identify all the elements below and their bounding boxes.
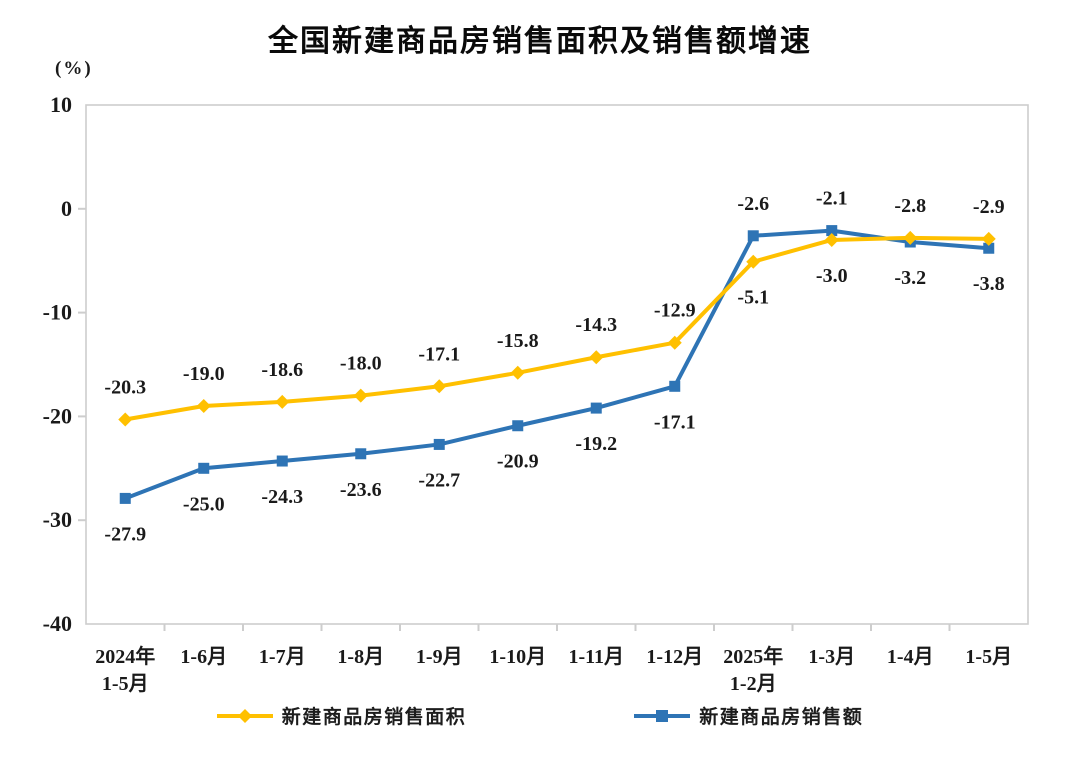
y-axis-tick-label: -20 [43, 403, 72, 428]
y-axis: 10 0 -10 -20 -30 -40 [43, 92, 86, 636]
data-point-label: -18.6 [261, 359, 303, 381]
data-point-marker [981, 231, 996, 246]
y-axis-tick-label: -10 [43, 300, 72, 325]
x-axis-category-label: 1-7月 [259, 646, 306, 668]
data-point-label: -2.8 [894, 195, 926, 217]
data-point-marker [276, 455, 288, 467]
legend-marker-square-icon [634, 709, 691, 722]
data-point-label: -20.9 [497, 451, 539, 473]
legend-item-sales-value: 新建商品房销售额 [634, 702, 863, 729]
series-line [124, 228, 989, 501]
data-point-marker [118, 412, 133, 427]
data-point-marker [903, 230, 918, 245]
data-point-label: -15.8 [497, 330, 539, 352]
data-point-marker [198, 462, 210, 474]
data-point-label: -14.3 [575, 314, 617, 336]
data-point-label: -2.1 [816, 188, 848, 210]
series-labels-新建商品房销售面积: -20.3 -19.0 -18.6 -18.0 -17.1 -15.8 -14.3 -12.9… [104, 195, 1004, 399]
data-point-label: -24.3 [261, 486, 303, 508]
x-axis-category-label: 1-5月 [965, 646, 1012, 668]
data-point-label: -3.0 [816, 265, 848, 287]
x-axis-category-label: 1-3月 [808, 646, 855, 668]
x-axis-category-label: 1-10月 [489, 646, 546, 668]
data-point-marker [433, 438, 445, 450]
x-axis-category-label: 2024年 1-5月 [95, 644, 155, 695]
data-point-marker [196, 399, 211, 414]
y-axis-tick-label: -40 [43, 611, 72, 636]
line-chart: 10 0 -10 -20 -30 -40 2024年 1-5月 1-6月 1-7月 1-8月 1-9月… [43, 92, 1029, 695]
legend-label-sales-value: 新建商品房销售额 [699, 707, 864, 728]
data-point-marker [747, 230, 759, 242]
x-axis-category-label: 1-8月 [337, 646, 384, 668]
data-point-marker [510, 365, 525, 380]
data-point-label: -27.9 [104, 523, 146, 545]
data-point-marker [667, 335, 682, 350]
data-point-marker [746, 254, 761, 269]
data-point-label: -17.1 [654, 411, 696, 433]
data-point-label: -2.9 [973, 196, 1005, 218]
data-point-marker [589, 350, 604, 365]
data-point-label: -18.0 [340, 353, 382, 375]
data-point-label: -2.6 [737, 193, 769, 215]
data-point-marker [983, 242, 995, 254]
x-axis-category-label: 1-4月 [887, 646, 934, 668]
y-axis-tick-label: -30 [43, 507, 72, 532]
chart-legend: 新建商品房销售面积 新建商品房销售额 [0, 702, 1080, 729]
data-point-label: -3.2 [894, 267, 926, 289]
x-axis-category-label: 1-11月 [568, 646, 624, 668]
data-point-marker [355, 448, 367, 460]
series-labels-新建商品房销售额: -27.9 -25.0 -24.3 -23.6 -22.7 -20.9 -19.2 -17.1… [104, 188, 1004, 546]
data-point-marker [432, 379, 447, 394]
data-point-label: -17.1 [418, 343, 460, 365]
data-point-marker [590, 402, 602, 414]
legend-marker-diamond-icon [216, 708, 273, 723]
x-axis-category-label: 1-6月 [180, 646, 227, 668]
data-point-label: -25.0 [183, 493, 225, 515]
x-axis: 2024年 1-5月 1-6月 1-7月 1-8月 1-9月 1-10月 1-11月 1-12月… [95, 624, 1012, 695]
series-新建商品房销售面积 [118, 230, 996, 427]
data-point-marker [353, 388, 368, 403]
data-point-marker [119, 492, 131, 504]
data-point-label: -20.3 [104, 377, 146, 399]
y-axis-unit-label: (%) [55, 58, 93, 79]
x-axis-category-label: 1-12月 [646, 646, 703, 668]
data-point-label: -5.1 [737, 287, 769, 309]
data-point-marker [669, 380, 681, 392]
data-point-label: -19.0 [183, 363, 225, 385]
legend-label-sales-area: 新建商品房销售面积 [281, 707, 467, 728]
data-point-label: -3.8 [973, 273, 1005, 295]
data-point-marker [512, 420, 524, 432]
data-point-label: -12.9 [654, 300, 696, 322]
data-point-marker [824, 232, 839, 247]
x-axis-category-label: 2025年 1-2月 [723, 644, 783, 695]
y-axis-tick-label: 10 [50, 92, 72, 117]
x-axis-category-label: 1-9月 [416, 646, 463, 668]
series-line [124, 235, 989, 422]
data-point-label: -19.2 [575, 433, 617, 455]
legend-item-sales-area: 新建商品房销售面积 [216, 702, 467, 729]
data-point-marker [826, 225, 838, 237]
y-axis-tick-label: 0 [61, 196, 72, 221]
data-point-marker [275, 394, 290, 409]
data-point-label: -22.7 [418, 469, 460, 491]
series-新建商品房销售额 [119, 225, 995, 504]
data-point-label: -23.6 [340, 479, 382, 501]
chart-title: 全国新建商品房销售面积及销售额增速 [268, 25, 812, 58]
